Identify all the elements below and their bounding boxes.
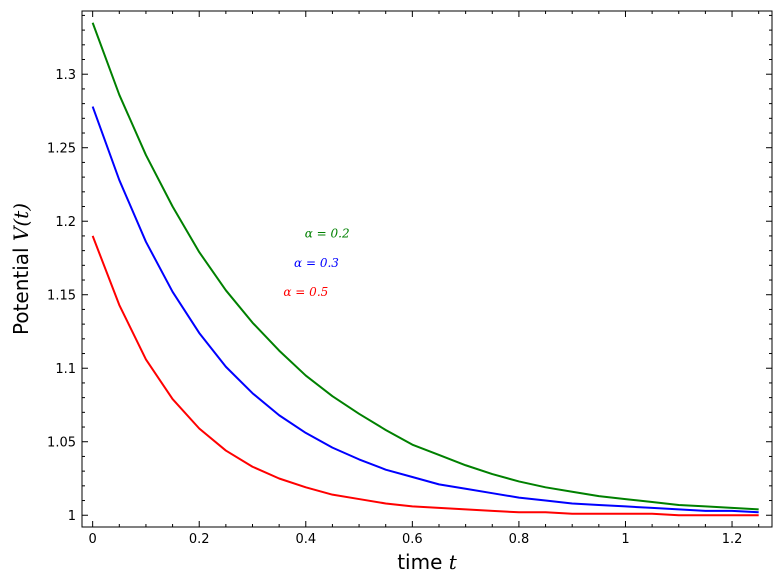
y-tick-label: 1.15 [47,289,76,304]
annotation-2: α = 0.5 [283,285,328,299]
x-axis-ticks: 0 0.2 0.4 0.6 0.8 1 1.2 [89,11,760,547]
x-axis-label: time t [397,550,458,574]
y-axis-ticks: 1 1.05 1.1 1.15 1.2 1.25 1.3 [47,14,772,524]
series-line-1 [91,106,759,514]
x-tick-label: 1.2 [722,532,743,547]
y-axis-label: Potential V(t) [9,203,33,335]
y-tick-label: 1.2 [55,215,76,230]
x-tick-label: 1 [621,532,629,547]
series-line-2 [91,235,759,517]
y-tick-label: 1.25 [47,142,76,157]
y-tick-label: 1.05 [47,436,76,451]
series-lines [91,22,759,517]
x-tick-label: 0.8 [509,532,530,547]
x-tick-label: 0.6 [402,532,423,547]
x-tick-label: 0 [89,532,97,547]
y-tick-label: 1.1 [55,362,76,377]
annotation-1: α = 0.3 [294,256,339,270]
plot-frame [81,10,773,528]
x-tick-label: 0.4 [295,532,316,547]
x-tick-label: 0.2 [189,532,210,547]
series-annotations: α = 0.2 α = 0.3 α = 0.5 [283,226,349,299]
y-tick-label: 1.3 [55,68,76,83]
y-tick-label: 1 [68,509,76,524]
series-line-0 [91,22,759,511]
annotation-0: α = 0.2 [305,226,350,240]
